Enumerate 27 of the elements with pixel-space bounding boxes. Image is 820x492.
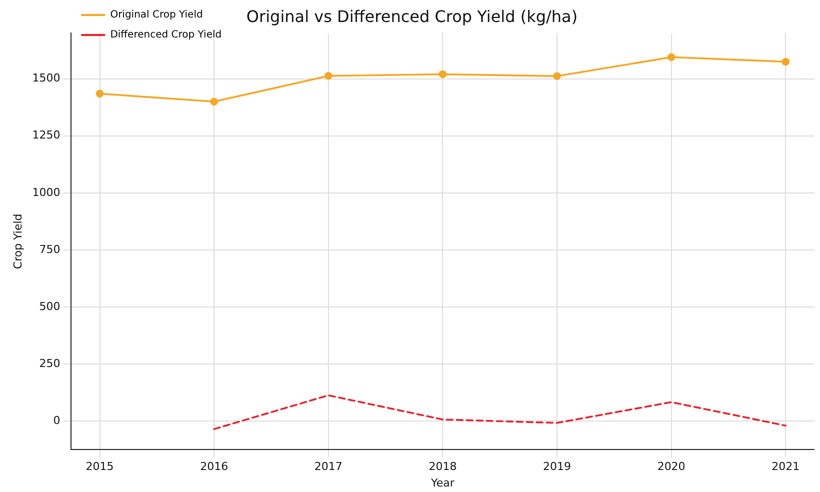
point — [210, 98, 218, 106]
point — [667, 53, 676, 62]
x-tick-label: 2017 — [314, 460, 342, 474]
point — [96, 90, 104, 98]
point — [438, 70, 447, 78]
line-series — [213, 394, 787, 430]
point — [324, 72, 332, 80]
point — [782, 58, 790, 66]
legend-label: Differenced Crop Yield — [110, 30, 222, 41]
x-tick-label: 2020 — [657, 460, 686, 474]
y-tick-label: 1000 — [32, 186, 60, 199]
x-axis-title: Year — [430, 476, 455, 490]
y-tick-label: 0 — [53, 414, 60, 427]
y-tick-label: 1500 — [32, 72, 60, 85]
x-tick-label: 2016 — [200, 460, 228, 474]
x-tick-label: 2021 — [772, 460, 800, 474]
x-tick-label: 2019 — [543, 460, 572, 474]
point — [553, 72, 561, 80]
x-tick-label: 2018 — [428, 460, 457, 474]
y-axis-title: Crop Yield — [11, 214, 24, 270]
y-tick-label: 250 — [39, 356, 60, 370]
y-tick-label: 500 — [39, 300, 60, 313]
chart-title: Original vs Differenced Crop Yield (kg/ha) — [246, 6, 578, 26]
y-tick-label: 750 — [39, 242, 60, 256]
legend-label: Original Crop Yield — [110, 10, 203, 21]
y-tick-label: 1250 — [32, 128, 60, 142]
x-tick-label: 2015 — [86, 460, 114, 474]
